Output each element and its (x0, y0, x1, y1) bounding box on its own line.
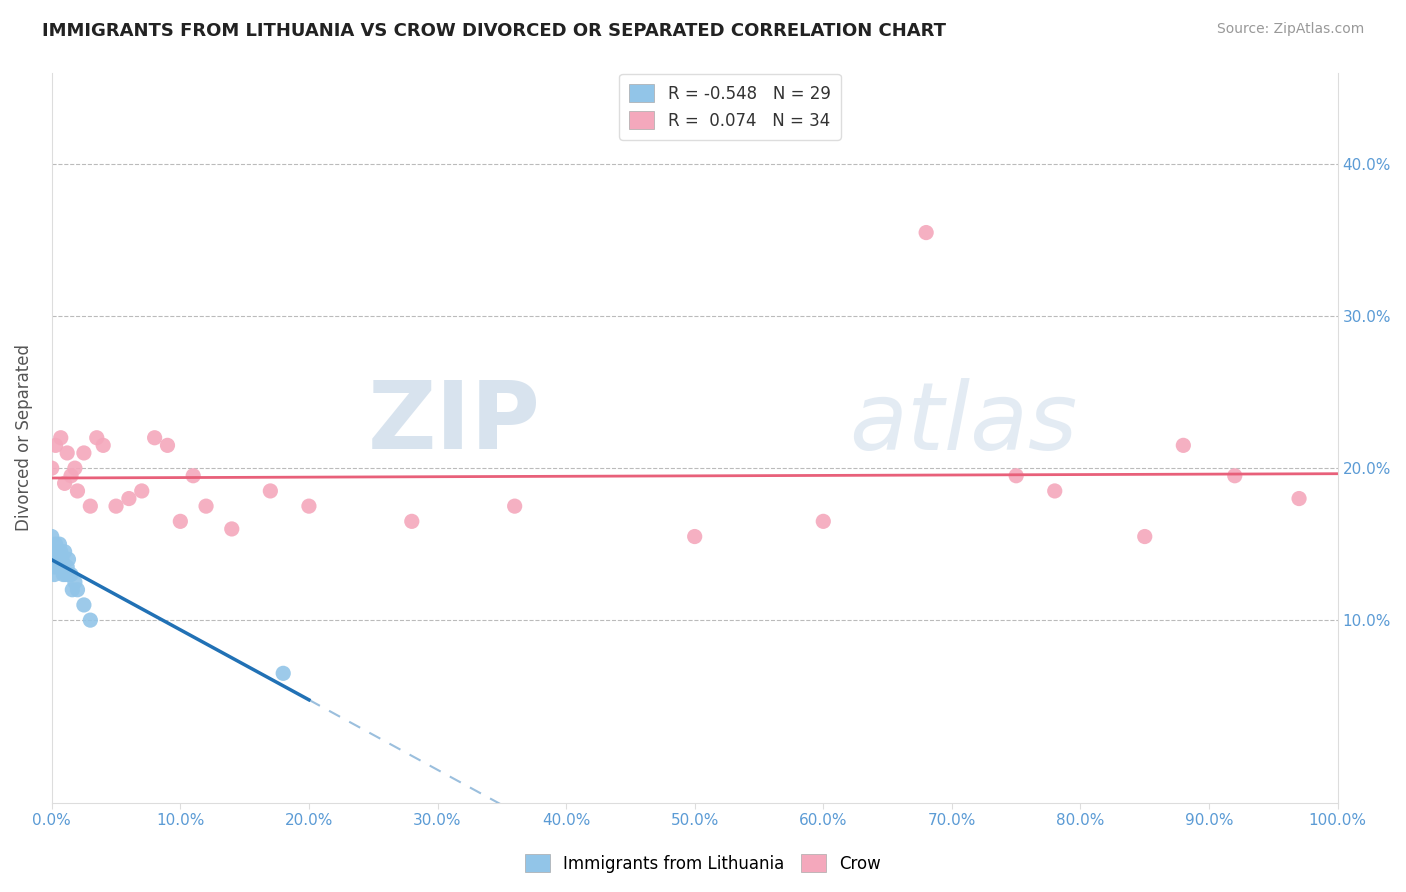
Point (131, 483, 153, 498)
Point (53, 476, 76, 491)
Point (73, 598, 96, 612)
Point (42, 545, 65, 559)
Point (56, 446, 79, 460)
Point (195, 499, 218, 513)
Point (401, 514, 423, 528)
Point (49, 545, 72, 559)
Legend: Immigrants from Lithuania, Crow: Immigrants from Lithuania, Crow (519, 847, 887, 880)
Point (63, 461, 86, 475)
Point (66, 483, 89, 498)
Point (66, 582, 89, 597)
Point (56, 560, 79, 574)
Point (49, 431, 72, 445)
Point (44, 567, 66, 582)
Y-axis label: Divorced or Separated: Divorced or Separated (15, 344, 32, 532)
Point (503, 499, 526, 513)
Point (45, 537, 67, 551)
Point (55, 567, 77, 582)
Point (41, 461, 63, 475)
Text: ZIP: ZIP (367, 377, 540, 469)
Point (41, 530, 63, 544)
Point (86, 431, 108, 445)
Point (915, 226, 938, 240)
Point (45, 552, 67, 566)
Point (259, 483, 281, 498)
Point (59, 567, 82, 582)
Point (298, 499, 321, 513)
Point (79, 499, 101, 513)
Point (105, 499, 128, 513)
Point (813, 514, 835, 528)
Point (169, 514, 191, 528)
Point (48, 537, 70, 551)
Text: IMMIGRANTS FROM LITHUANIA VS CROW DIVORCED OR SEPARATED CORRELATION CHART: IMMIGRANTS FROM LITHUANIA VS CROW DIVORC… (42, 22, 946, 40)
Point (60, 582, 83, 597)
Point (60, 567, 83, 582)
Point (49, 560, 72, 574)
Legend: R = -0.548   N = 29, R =  0.074   N = 34: R = -0.548 N = 29, R = 0.074 N = 34 (620, 74, 841, 140)
Point (181, 468, 204, 483)
Point (52, 567, 75, 582)
Point (63, 575, 86, 590)
Point (73, 446, 96, 460)
Point (1288, 491, 1310, 506)
Point (46, 545, 69, 559)
Point (1043, 483, 1066, 498)
Point (51, 552, 73, 566)
Point (48, 552, 70, 566)
Point (1173, 438, 1195, 452)
Text: Source: ZipAtlas.com: Source: ZipAtlas.com (1216, 22, 1364, 37)
Point (45, 545, 67, 559)
Point (60, 468, 83, 483)
Point (79, 613, 101, 627)
Point (1133, 530, 1156, 544)
Point (1223, 468, 1246, 483)
Point (143, 431, 166, 445)
Point (683, 530, 706, 544)
Text: atlas: atlas (849, 377, 1077, 468)
Point (45, 438, 67, 452)
Point (44, 552, 66, 566)
Point (46, 552, 69, 566)
Point (221, 522, 243, 536)
Point (271, 666, 294, 681)
Point (58, 552, 80, 566)
Point (45, 560, 67, 574)
Point (53, 545, 76, 559)
Point (42, 560, 65, 574)
Point (91, 438, 114, 452)
Point (1005, 468, 1028, 483)
Point (156, 438, 179, 452)
Point (118, 491, 141, 506)
